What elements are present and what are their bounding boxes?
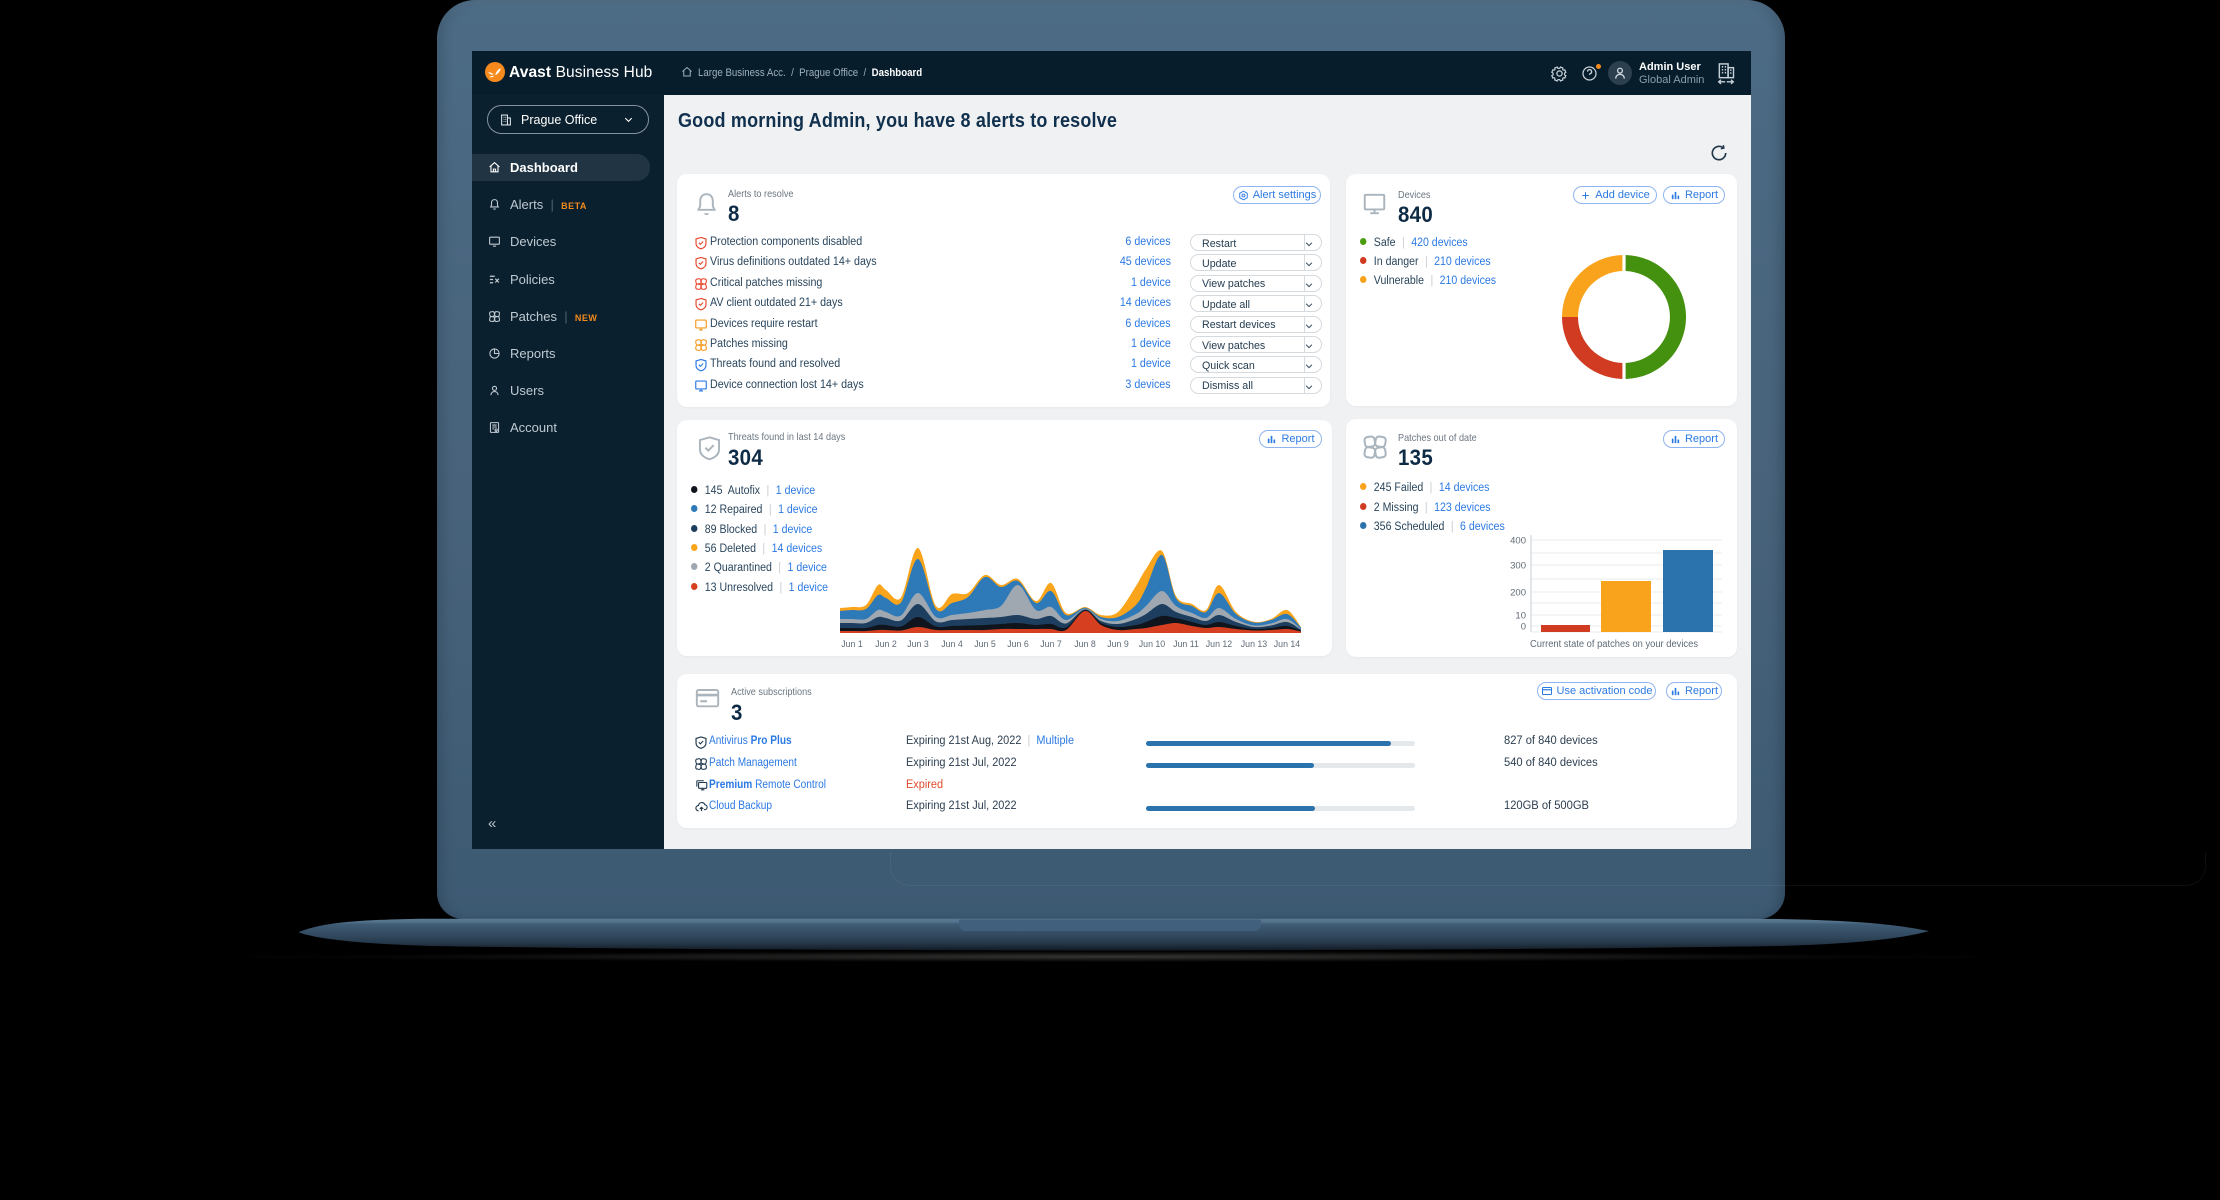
svg-text:300: 300 bbox=[1510, 561, 1526, 572]
svg-text:Jun 11: Jun 11 bbox=[1173, 639, 1199, 649]
svg-text:Jun 1: Jun 1 bbox=[841, 639, 863, 649]
svg-text:200: 200 bbox=[1510, 588, 1526, 599]
svg-text:Jun 14: Jun 14 bbox=[1274, 639, 1301, 649]
svg-text:Jun 5: Jun 5 bbox=[974, 639, 996, 649]
svg-text:0: 0 bbox=[1521, 622, 1526, 633]
svg-text:Jun 6: Jun 6 bbox=[1007, 639, 1029, 649]
svg-text:Jun 12: Jun 12 bbox=[1206, 639, 1233, 649]
svg-text:Jun 3: Jun 3 bbox=[907, 639, 929, 649]
svg-text:Jun 10: Jun 10 bbox=[1139, 639, 1166, 649]
svg-text:Current state of patches on yo: Current state of patches on your devices bbox=[1530, 639, 1698, 650]
svg-text:10: 10 bbox=[1515, 611, 1526, 622]
svg-text:Jun 2: Jun 2 bbox=[875, 639, 897, 649]
svg-text:Jun 4: Jun 4 bbox=[941, 639, 963, 649]
svg-text:Jun 8: Jun 8 bbox=[1074, 639, 1096, 649]
svg-text:Jun 13: Jun 13 bbox=[1241, 639, 1268, 649]
svg-text:Jun 7: Jun 7 bbox=[1040, 639, 1062, 649]
svg-text:Jun 9: Jun 9 bbox=[1107, 639, 1129, 649]
svg-text:400: 400 bbox=[1510, 536, 1526, 547]
